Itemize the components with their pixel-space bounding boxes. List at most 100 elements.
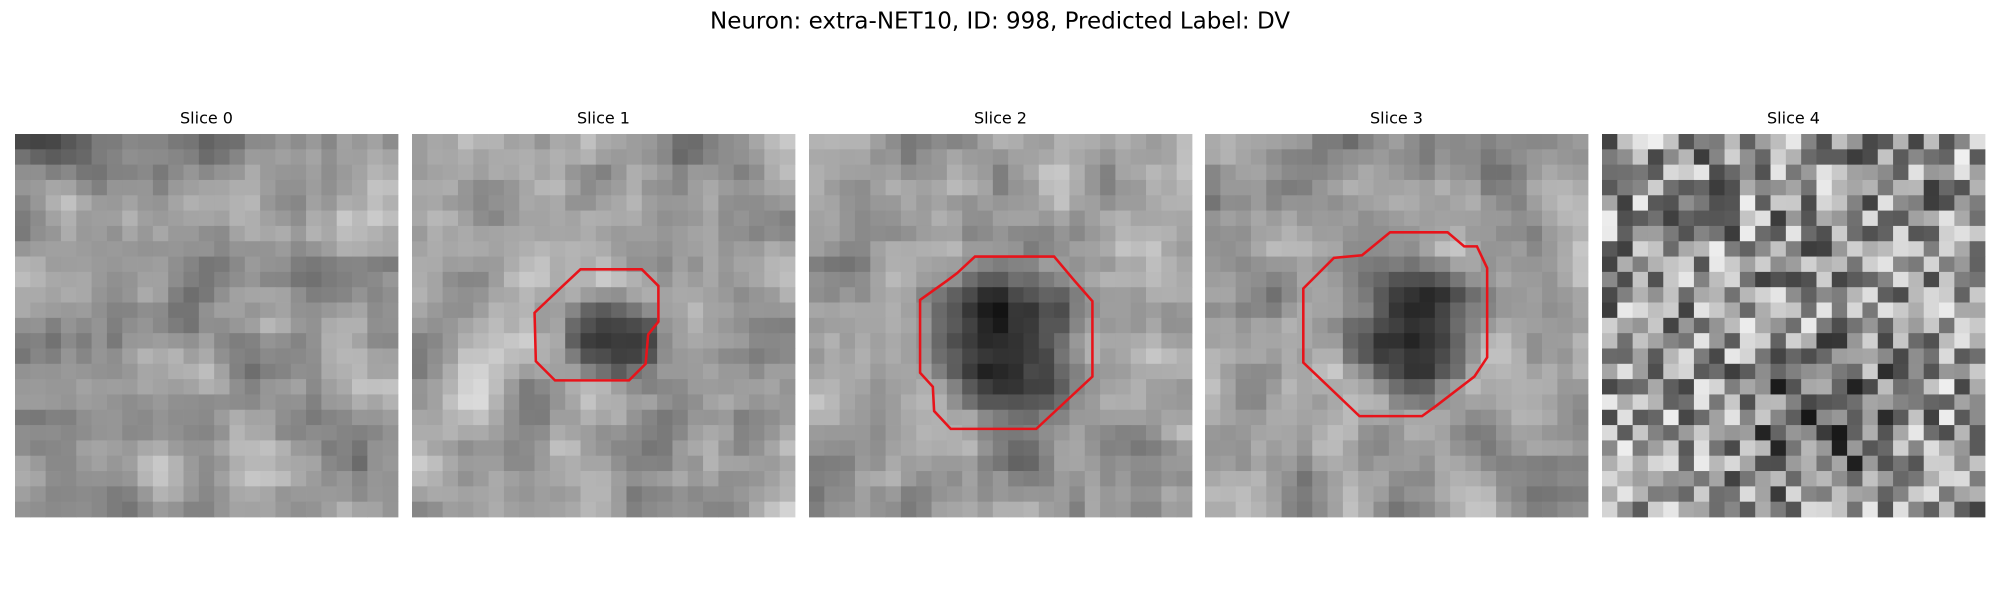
pixel <box>749 425 765 441</box>
pixel <box>1220 271 1237 288</box>
pixel <box>1847 271 1863 288</box>
pixel <box>137 425 154 441</box>
pixel <box>45 317 62 334</box>
pixel <box>1831 348 1848 365</box>
pixel <box>885 486 902 503</box>
pixel <box>45 425 62 441</box>
pixel <box>336 271 353 288</box>
pixel <box>183 179 200 196</box>
pixel <box>641 256 658 273</box>
pixel <box>580 195 597 211</box>
pixel <box>549 271 566 288</box>
pixel <box>931 333 948 349</box>
pixel <box>992 425 1009 441</box>
pixel <box>1739 471 1756 487</box>
pixel <box>382 455 399 472</box>
pixel <box>657 302 673 319</box>
pixel <box>1054 363 1070 380</box>
pixel <box>1465 256 1482 273</box>
pixel <box>382 409 399 426</box>
pixel <box>992 287 1009 303</box>
pixel <box>870 134 886 150</box>
pixel <box>1069 271 1086 288</box>
pixel <box>30 225 47 242</box>
pixel <box>1084 501 1101 518</box>
pixel <box>1663 333 1679 349</box>
pixel <box>1755 348 1771 365</box>
pixel <box>657 440 673 457</box>
pixel <box>1023 271 1040 288</box>
pixel <box>977 440 994 457</box>
pixel <box>1054 302 1070 319</box>
pixel <box>1724 425 1741 441</box>
pixel <box>198 317 215 334</box>
pixel <box>1176 486 1193 503</box>
pixel <box>1296 195 1313 211</box>
pixel <box>457 241 474 257</box>
pixel <box>611 164 627 181</box>
pixel <box>1572 256 1589 273</box>
pixel <box>1709 134 1725 150</box>
pixel <box>885 241 902 257</box>
pixel <box>198 394 215 411</box>
pixel <box>1054 455 1070 472</box>
pixel <box>1647 363 1664 380</box>
pixel <box>1358 501 1374 518</box>
pixel <box>1358 179 1374 196</box>
pixel <box>1327 317 1344 334</box>
pixel <box>718 440 735 457</box>
pixel <box>1847 471 1863 487</box>
pixel <box>1419 455 1436 472</box>
pixel <box>1617 379 1634 395</box>
pixel <box>457 225 474 242</box>
pixel <box>809 486 825 503</box>
pixel <box>687 425 704 441</box>
pixel <box>749 333 765 349</box>
pixel <box>1342 302 1359 319</box>
pixel <box>1663 317 1679 334</box>
pixel <box>1557 317 1574 334</box>
pixel <box>244 302 261 319</box>
pixel <box>1847 134 1863 150</box>
pixel <box>1434 287 1451 303</box>
pixel <box>1969 149 1986 166</box>
pixel <box>1023 333 1040 349</box>
pixel <box>1939 440 1955 457</box>
pixel <box>718 134 735 150</box>
pixel <box>549 440 566 457</box>
pixel <box>1496 363 1512 380</box>
pixel <box>519 179 535 196</box>
pixel <box>931 348 948 365</box>
pixel <box>336 471 353 487</box>
pixel <box>1877 394 1894 411</box>
pixel <box>1678 164 1695 181</box>
pixel <box>229 164 246 181</box>
pixel <box>1816 225 1833 242</box>
pixel <box>1724 486 1741 503</box>
pixel <box>1709 501 1725 518</box>
pixel <box>321 363 338 380</box>
pixel <box>198 379 215 395</box>
pixel <box>1205 486 1221 503</box>
pixel <box>473 134 489 150</box>
pixel <box>1923 333 1940 349</box>
pixel <box>1693 455 1710 472</box>
pixel <box>275 302 292 319</box>
pixel <box>1434 179 1451 196</box>
pixel <box>626 409 643 426</box>
pixel <box>1266 501 1282 518</box>
pixel <box>321 256 338 273</box>
pixel <box>519 271 535 288</box>
pixel <box>306 241 322 257</box>
pixel <box>91 425 108 441</box>
pixel <box>1617 271 1634 288</box>
pixel <box>900 317 917 334</box>
pixel <box>1419 379 1436 395</box>
pixel <box>1434 210 1451 227</box>
pixel <box>1450 134 1466 150</box>
pixel <box>1816 486 1833 503</box>
pixel <box>1647 455 1664 472</box>
pixel <box>687 317 704 334</box>
pixel <box>1404 195 1420 211</box>
pixel <box>306 333 322 349</box>
